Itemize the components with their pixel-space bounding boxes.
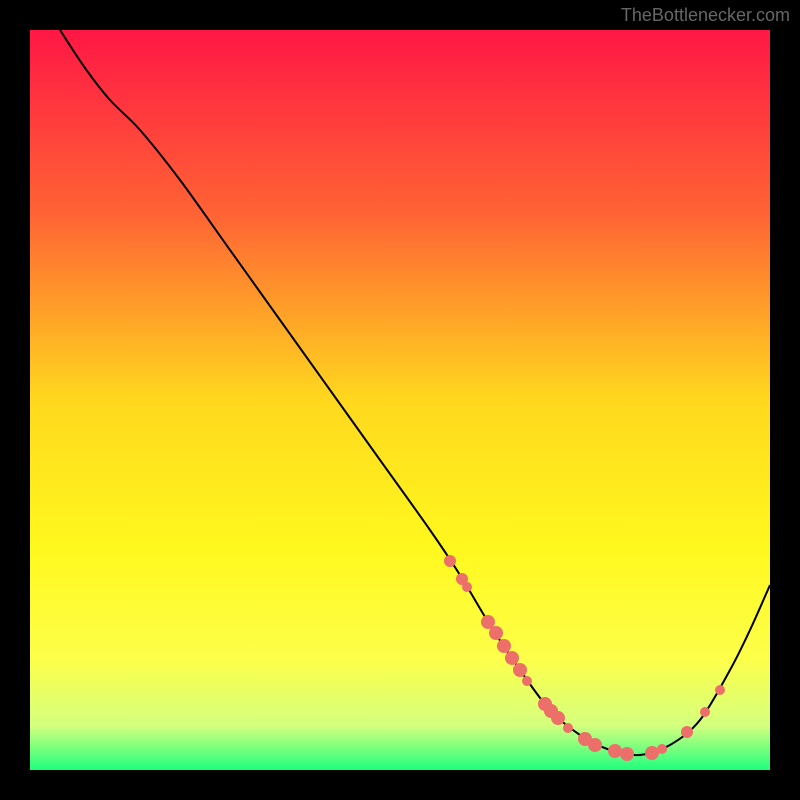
data-marker xyxy=(497,639,511,653)
data-marker xyxy=(608,744,622,758)
watermark-text: TheBottlenecker.com xyxy=(621,5,790,26)
data-marker xyxy=(620,747,634,761)
data-marker xyxy=(563,723,573,733)
curve-line xyxy=(60,30,770,755)
data-marker xyxy=(588,738,602,752)
data-marker xyxy=(462,582,472,592)
data-marker xyxy=(489,626,503,640)
data-markers xyxy=(444,555,725,761)
data-marker xyxy=(551,711,565,725)
data-marker xyxy=(444,555,456,567)
data-marker xyxy=(715,685,725,695)
data-marker xyxy=(645,746,659,760)
data-marker xyxy=(681,726,693,738)
data-marker xyxy=(522,676,532,686)
data-marker xyxy=(505,651,519,665)
data-marker xyxy=(513,663,527,677)
bottleneck-curve xyxy=(30,30,770,770)
data-marker xyxy=(700,707,710,717)
data-marker xyxy=(657,744,667,754)
chart-container xyxy=(30,30,770,770)
